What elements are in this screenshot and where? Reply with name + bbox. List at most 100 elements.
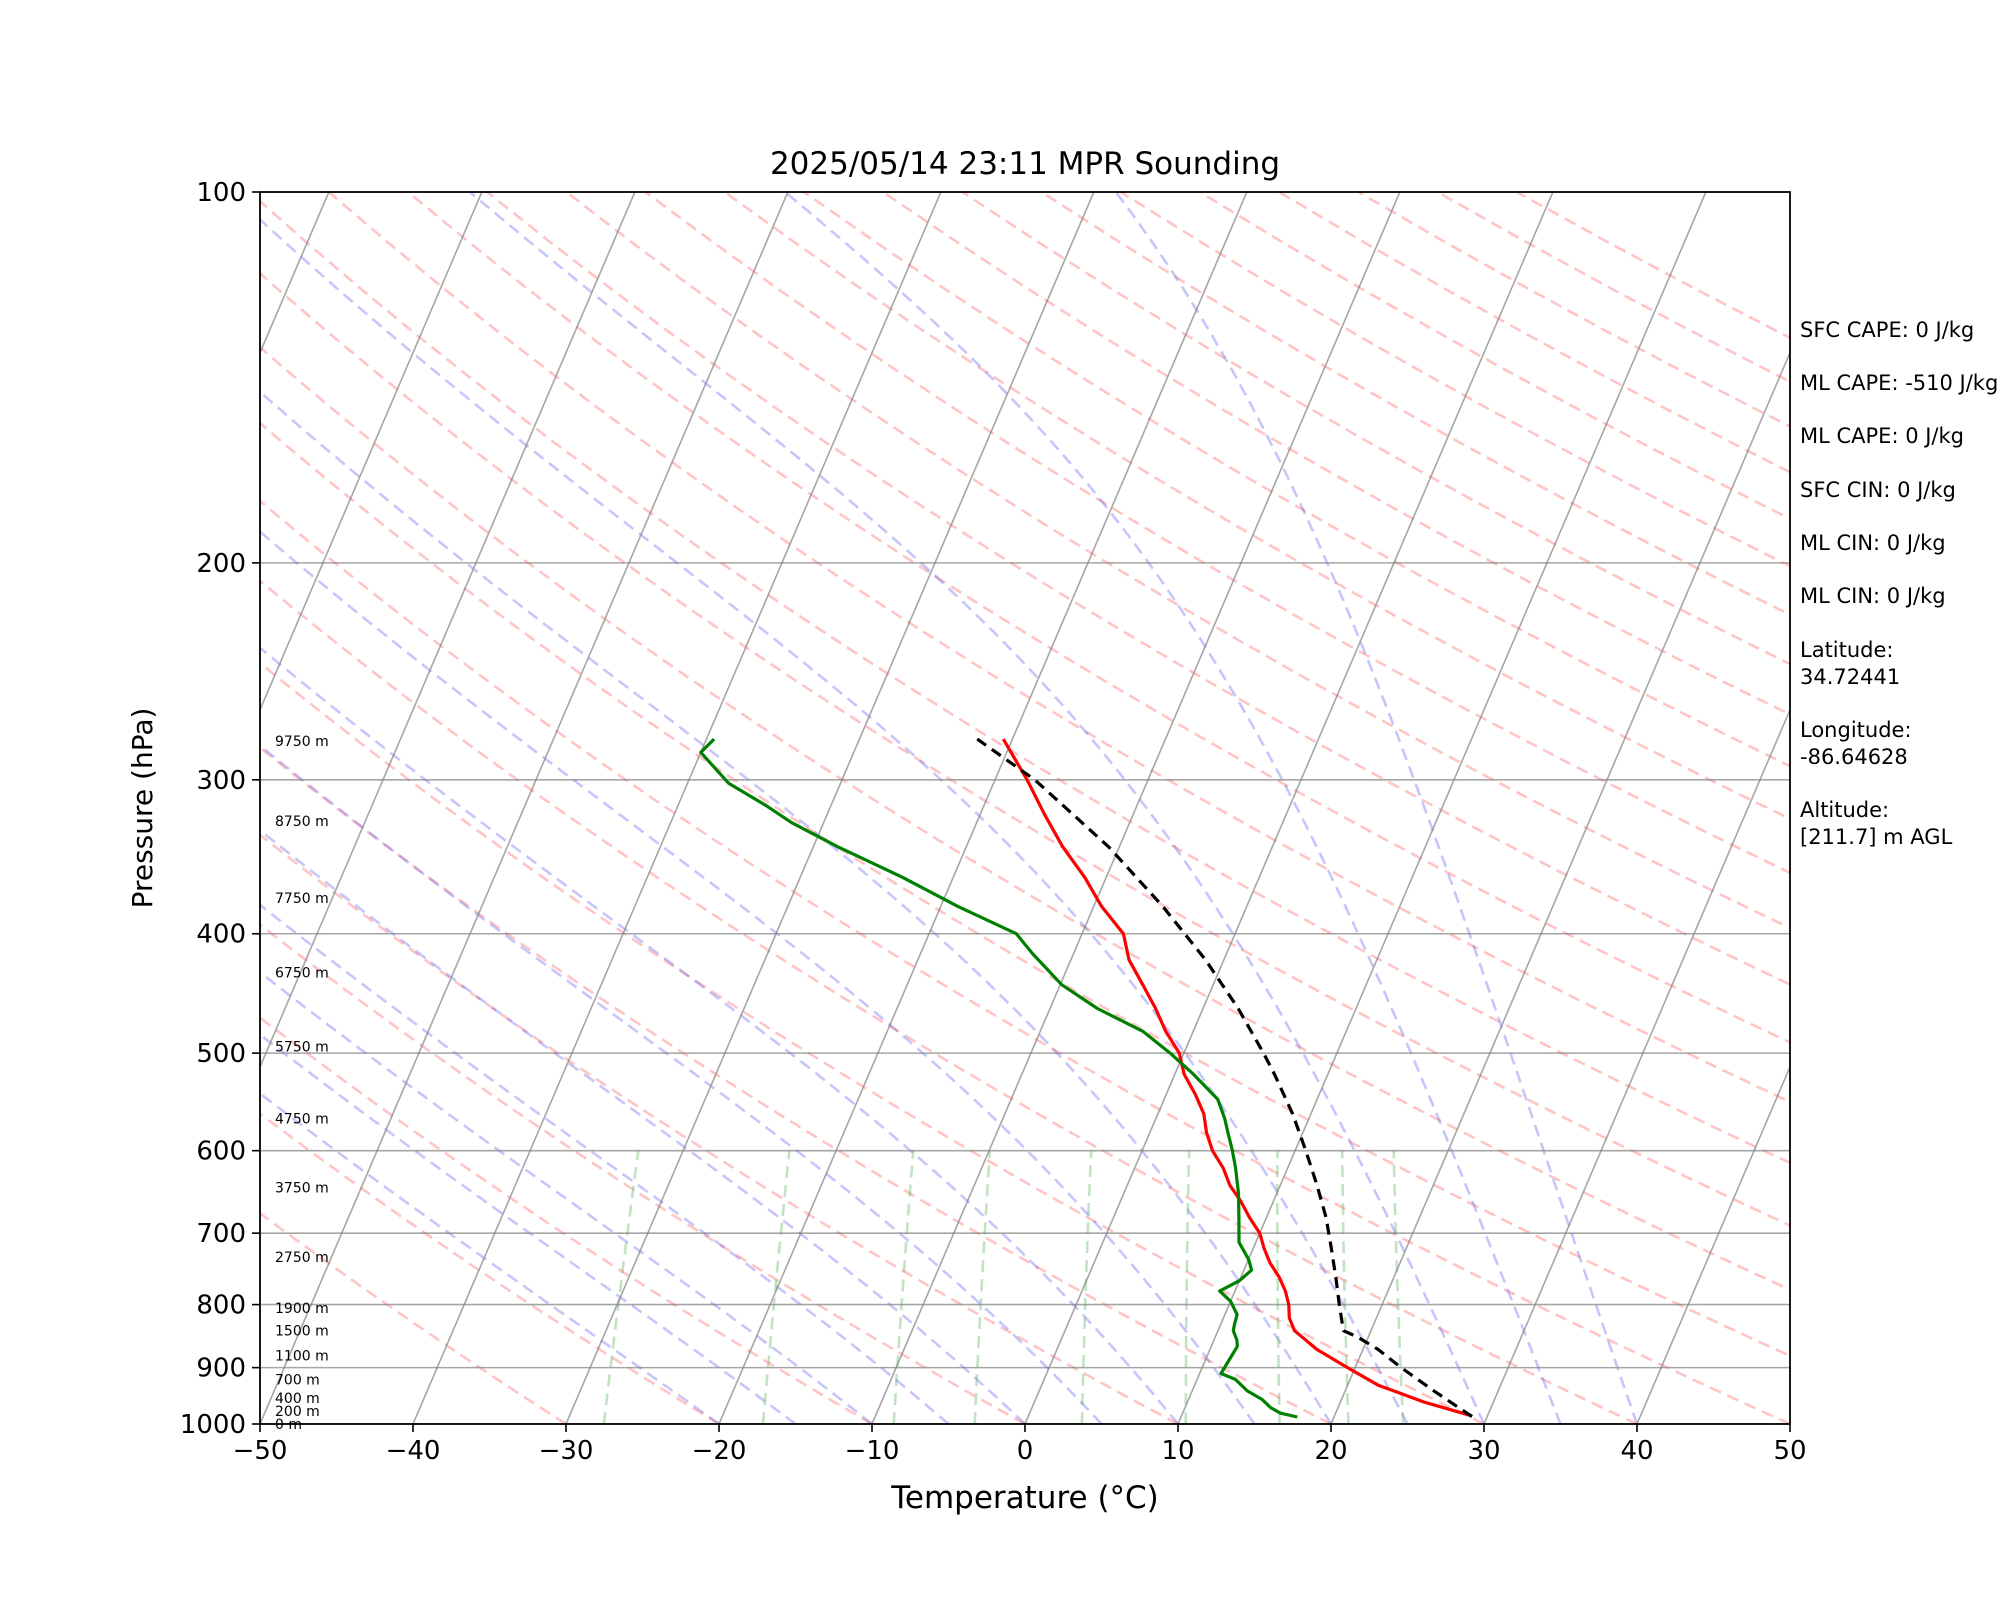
ml-cape-text: ML CAPE: -510 J/kg <box>1800 371 1999 395</box>
isotherm <box>412 192 942 1424</box>
moist-adiabat <box>784 192 1562 1424</box>
moist-adiabat <box>260 390 1333 1424</box>
sounding-info-panel: SFC CAPE: 0 J/kg ML CAPE: -510 J/kg ML C… <box>1800 0 2000 1600</box>
dewpoint-profile <box>699 737 1298 1419</box>
mixing-ratio-line <box>1184 1150 1191 1424</box>
height-label: 2750 m <box>275 1250 329 1266</box>
isotherm <box>260 192 330 355</box>
x-tick-label: 10 <box>1161 1436 1194 1466</box>
dry-adiabat <box>565 192 1790 930</box>
dry-adiabat <box>260 833 1179 1424</box>
height-label: 9750 m <box>275 734 329 750</box>
moist-adiabat <box>469 192 1486 1424</box>
mixing-ratio-line <box>1392 1150 1405 1424</box>
x-tick-label: −10 <box>845 1436 900 1466</box>
moist-adiabat <box>260 970 873 1424</box>
mixing-ratio-line <box>892 1150 915 1424</box>
dry-adiabat <box>644 192 1790 875</box>
height-label: 4750 m <box>275 1112 329 1128</box>
y-tick-label: 900 <box>196 1354 246 1384</box>
parcel-profile <box>976 737 1473 1418</box>
mixing-ratio-line <box>602 1150 640 1424</box>
isotherm <box>260 192 636 1069</box>
y-tick-label: 100 <box>196 178 246 208</box>
latitude-label: Latitude: <box>1800 638 1894 662</box>
y-tick-label: 500 <box>196 1039 246 1069</box>
x-tick-label: 0 <box>1017 1436 1034 1466</box>
isotherm <box>260 192 483 712</box>
dry-adiabat <box>486 192 1790 986</box>
chart-title: 2025/05/14 23:11 MPR Sounding <box>770 146 1280 182</box>
y-axis-ticks: 1000 900 800 700 600 500 400 300 200 100 <box>180 178 260 1440</box>
dry-adiabat <box>260 661 1485 1424</box>
longitude-label: Longitude: <box>1800 718 1912 742</box>
isotherm <box>1636 1064 1790 1424</box>
x-tick-label: −20 <box>692 1436 747 1466</box>
x-tick-label: 20 <box>1314 1436 1347 1466</box>
ml-cin-text: ML CIN: 0 J/kg <box>1800 531 1946 555</box>
moist-adiabat <box>260 743 1103 1424</box>
sfc-cin-text: SFC CIN: 0 J/kg <box>1800 478 1956 502</box>
isotherm <box>1483 707 1790 1424</box>
isotherm <box>871 192 1401 1424</box>
data-series <box>699 737 1473 1419</box>
altitude-label: Altitude: <box>1800 798 1890 822</box>
x-axis-label: Temperature (°C) <box>890 1480 1159 1516</box>
x-tick-label: −50 <box>233 1436 288 1466</box>
longitude-value: -86.64628 <box>1800 745 1908 769</box>
sfc-cape-text: SFC CAPE: 0 J/kg <box>1800 318 1975 342</box>
dry-adiabat <box>260 745 1332 1424</box>
mixing-ratio-line <box>1341 1150 1350 1424</box>
height-label: 1500 m <box>275 1324 329 1340</box>
dry-adiabat <box>327 192 1790 1104</box>
y-axis-label: Pressure (hPa) <box>126 708 159 909</box>
dry-adiabat <box>260 199 1790 1165</box>
ml-cape-text-2: ML CAPE: 0 J/kg <box>1800 424 1965 448</box>
y-tick-label: 1000 <box>180 1410 246 1440</box>
y-tick-label: 800 <box>196 1291 246 1321</box>
height-label: 6750 m <box>275 965 329 981</box>
dry-adiabat <box>260 271 1790 1227</box>
y-tick-label: 400 <box>196 920 246 950</box>
dry-adiabat <box>882 192 1790 716</box>
dry-adiabat <box>260 499 1790 1424</box>
height-label: 400 m <box>275 1391 320 1407</box>
height-label: 700 m <box>275 1372 320 1388</box>
isotherm <box>1330 350 1790 1424</box>
x-tick-label: −40 <box>386 1436 441 1466</box>
latitude-value: 34.72441 <box>1800 665 1901 689</box>
altitude-value: [211.7] m AGL <box>1800 825 1953 849</box>
dry-adiabat <box>260 923 1026 1424</box>
height-label: 7750 m <box>275 891 329 907</box>
isotherm <box>260 192 789 1424</box>
background-lines <box>0 192 1790 1424</box>
moist-adiabat <box>260 903 950 1424</box>
moist-adiabat <box>260 530 1256 1424</box>
y-tick-label: 700 <box>196 1219 246 1249</box>
dry-adiabat <box>260 345 1790 1292</box>
isotherm <box>1024 192 1554 1424</box>
temperature-profile <box>1001 738 1473 1418</box>
height-label: 3750 m <box>275 1181 329 1197</box>
isotherm <box>0 192 23 1424</box>
moist-adiabat <box>260 646 1180 1424</box>
plot-frame <box>259 191 1791 1425</box>
x-axis-ticks: −50 −40 −30 −20 −10 0 10 20 30 40 50 <box>233 1424 1807 1466</box>
height-label: 0 m <box>275 1417 302 1433</box>
y-tick-label: 300 <box>196 766 246 796</box>
dry-adiabat <box>260 579 1638 1424</box>
moist-adiabat <box>1114 192 1639 1424</box>
dry-adiabat <box>260 1015 873 1424</box>
dry-adiabat <box>260 1112 720 1424</box>
dry-adiabat <box>260 1211 567 1424</box>
isotherm <box>565 192 1095 1424</box>
height-label: 1900 m <box>275 1301 329 1317</box>
isotherm <box>1177 192 1707 1424</box>
y-tick-label: 200 <box>196 549 246 579</box>
x-tick-label: 50 <box>1773 1436 1806 1466</box>
height-label: 5750 m <box>275 1040 329 1056</box>
x-tick-label: 40 <box>1620 1436 1653 1466</box>
mixing-ratio-line <box>761 1150 791 1424</box>
